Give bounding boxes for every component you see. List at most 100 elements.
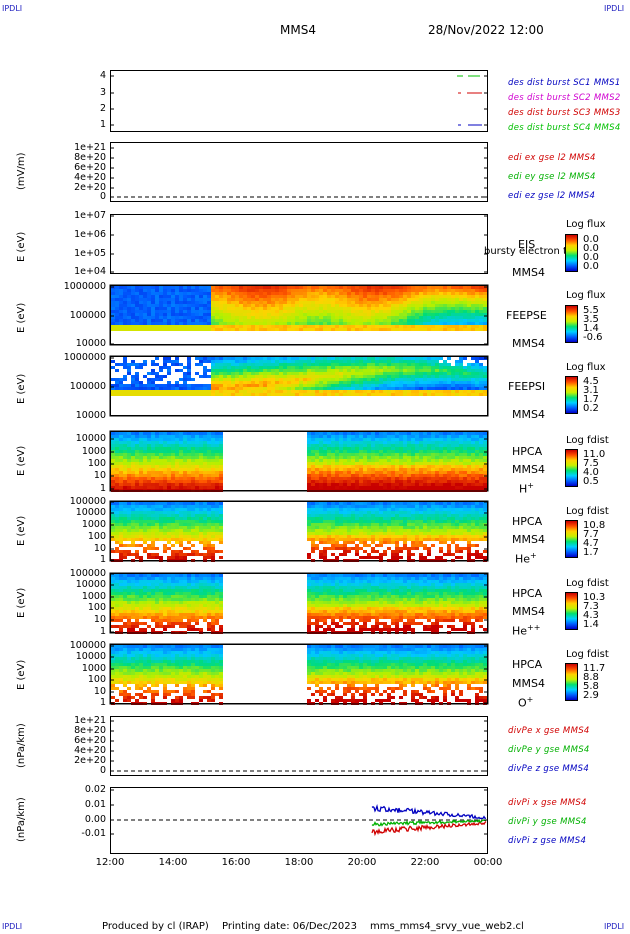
hpca-he1-species: He+ (515, 551, 537, 566)
ytick-p2-1: 8e+20 (74, 152, 106, 163)
hpca-o-instrument: HPCA (512, 658, 543, 671)
panel-2-ylabel: (mV/m) (16, 152, 27, 191)
ytick-p3-3: 1e+04 (74, 266, 106, 277)
ytick-p3-2: 1e+05 (74, 248, 106, 259)
ytick-p11-0: 0.02 (84, 784, 106, 795)
hpca-he1-cb-v3: 1.7 (583, 547, 599, 558)
hpca-o-colorbar (565, 663, 578, 701)
ytick-p10-1: 8e+20 (74, 725, 106, 736)
eis-cb-v3: 0.0 (583, 261, 599, 272)
eis-spacecraft: MMS4 (512, 266, 545, 279)
ytick-p2-3: 4e+20 (74, 172, 106, 183)
footer-filename: mms_mms4_srvy_vue_web2.cl (370, 921, 524, 932)
feepse-cb-v3: -0.6 (583, 332, 603, 343)
divpi-y-trace (371, 818, 487, 827)
feepse-cb-v2: 1.4 (583, 323, 599, 334)
hpca-he2-cb-v0: 10.3 (583, 592, 606, 603)
ytick-p2-4: 2e+20 (74, 182, 106, 193)
xtick-2: 16:00 (221, 857, 251, 868)
hpca-h-spectrogram (109, 430, 489, 492)
ytick-p6-2: 100 (87, 458, 106, 469)
hpca-he1-spectrogram (109, 500, 489, 562)
hpca-he2-colorbar-title: Log fdist (566, 578, 609, 589)
ytick-p8-4: 10 (93, 614, 106, 625)
corner-mark-tr: IPDLI (604, 4, 625, 13)
hpca-he1-colorbar (565, 520, 578, 558)
hpca-o-colorbar-title: Log fdist (566, 649, 609, 660)
hpca-h-colorbar-title: Log fdist (566, 435, 609, 446)
panel-3-ylabel: E (eV) (16, 231, 27, 262)
ytick-p6-1: 1000 (81, 446, 106, 457)
ytick-p3-1: 1e+06 (74, 229, 106, 240)
hpca-o-species: O+ (518, 695, 534, 710)
edi-ez-label: edi ez gse l2 MMS4 (508, 191, 596, 201)
ytick-p4-2: 10000 (75, 338, 106, 349)
ytick-p1-0: 4 (99, 70, 106, 81)
hpca-h-cb-v1: 7.5 (583, 458, 599, 469)
hpca-h-cb-v2: 4.0 (583, 467, 599, 478)
ytick-p9-0: 100000 (69, 640, 106, 651)
ytick-p8-3: 100 (87, 602, 106, 613)
ytick-p6-3: 10 (93, 470, 106, 481)
panel-5-ylabel: E (eV) (16, 373, 27, 404)
feepsi-cb-v3: 0.2 (583, 403, 599, 414)
edi-ey-label: edi ey gse l2 MMS4 (508, 172, 596, 182)
hpca-o-cb-v2: 5.8 (583, 681, 599, 692)
hpca-h-colorbar (565, 449, 578, 487)
eis-instrument: EIS (518, 238, 536, 251)
footer-printing-date: Printing date: 06/Dec/2023 (222, 921, 358, 932)
panel-6-ylabel: E (eV) (16, 445, 27, 476)
ytick-p9-2: 1000 (81, 663, 106, 674)
panel-7-ylabel: E (eV) (16, 515, 27, 546)
feepsi-cb-v2: 1.7 (583, 394, 599, 405)
hpca-o-cb-v0: 11.7 (583, 663, 606, 674)
ytick-p7-1: 10000 (75, 507, 106, 518)
hpca-h-cb-v3: 0.5 (583, 476, 599, 487)
divpi-z-trace (371, 804, 487, 820)
panel-11-ylabel: (nPa/km) (16, 797, 27, 842)
hpca-h-species: H+ (519, 481, 534, 496)
feepse-instrument: FEEPSE (506, 309, 547, 322)
hpca-o-spacecraft: MMS4 (512, 677, 545, 690)
eis-colorbar (565, 234, 578, 272)
ytick-p11-3: -0.01 (81, 828, 106, 839)
ytick-p1-3: 1 (99, 119, 106, 130)
hpca-he2-cb-v2: 4.3 (583, 610, 599, 621)
feepse-cb-v0: 5.5 (583, 305, 599, 316)
footer-produced: Produced by cl (IRAP) (102, 921, 209, 932)
hpca-he1-colorbar-title: Log fdist (566, 506, 609, 517)
ytick-p8-0: 100000 (69, 568, 106, 579)
eis-extra-label: bursty electron to (484, 246, 574, 257)
feepse-colorbar-title: Log flux (566, 290, 606, 301)
burst-label-sc4: des dist burst SC4 MMS4 (508, 123, 621, 133)
panel-burst-availability (110, 70, 488, 132)
hpca-o-spectrogram (109, 643, 489, 705)
ytick-p8-2: 1000 (81, 591, 106, 602)
ytick-p5-0: 1000000 (63, 352, 106, 363)
xtick-5: 22:00 (410, 857, 440, 868)
corner-mark-br: IPDLI (604, 922, 625, 931)
xtick-1: 14:00 (158, 857, 188, 868)
ytick-p2-5: 0 (99, 191, 106, 202)
ytick-p10-4: 2e+20 (74, 755, 106, 766)
divpi-x-label: divPi x gse MMS4 (508, 798, 587, 808)
xtick-4: 20:00 (347, 857, 377, 868)
panel-8-ylabel: E (eV) (16, 587, 27, 618)
feepsi-instrument: FEEPSI (508, 380, 546, 393)
ytick-p6-0: 10000 (75, 433, 106, 444)
ytick-p6-4: 1 (99, 483, 106, 494)
panel-10-ylabel: (nPa/km) (16, 723, 27, 768)
panel-eis (110, 214, 488, 274)
ytick-p2-2: 6e+20 (74, 162, 106, 173)
ytick-p9-3: 100 (87, 674, 106, 685)
ytick-p11-1: 0.01 (84, 799, 106, 810)
eis-cb-v2: 0.0 (583, 252, 599, 263)
edi-ex-label: edi ex gse l2 MMS4 (508, 153, 596, 163)
ytick-p5-2: 10000 (75, 410, 106, 421)
ytick-p10-5: 0 (99, 765, 106, 776)
hpca-he1-spacecraft: MMS4 (512, 533, 545, 546)
feepsi-spectrogram (109, 355, 489, 417)
corner-mark-bl: IPDLI (2, 922, 23, 931)
divpi-y-label: divPi y gse MMS4 (508, 817, 587, 827)
